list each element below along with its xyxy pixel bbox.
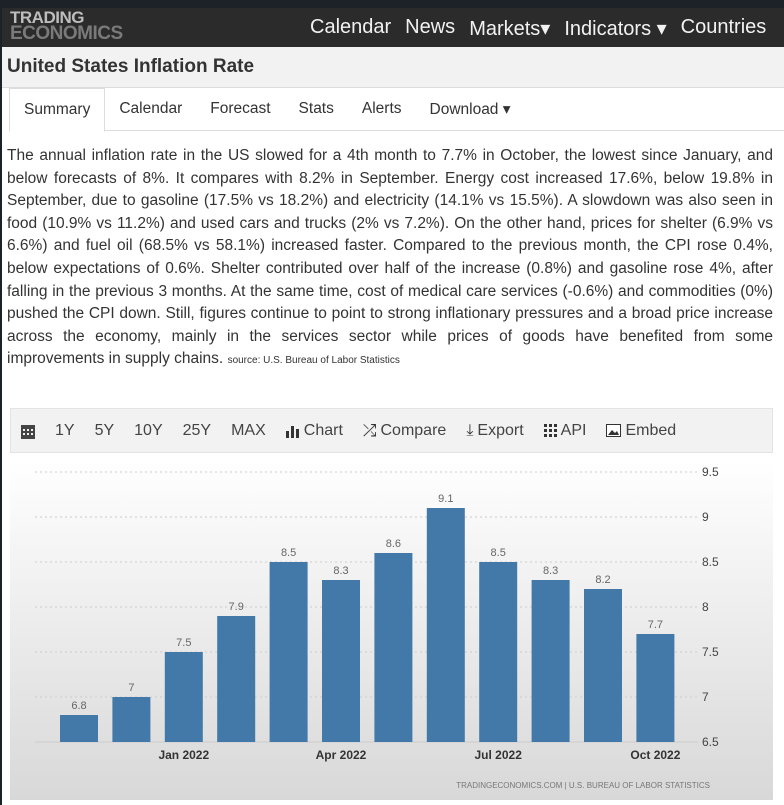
bar-value-label: 8.2 [595,574,610,586]
main-nav: Calendar News Markets▾ Indicators ▾ Coun… [310,16,766,41]
bar-chart-icon [285,425,299,438]
nav-countries[interactable]: Countries [680,16,767,38]
y-tick-label: 9 [702,510,709,524]
bar [636,634,675,742]
bar-value-label: 7.9 [229,601,244,613]
bar [531,580,570,742]
chart-svg: 6.5 7 7.5 8 8.5 9 9.5 6.8 7 7.5 7.9 8.5 8.3 8.6 9.1 8.5… [35,465,719,790]
bar [322,580,360,742]
y-tick-label: 8.5 [702,555,719,569]
summary-body: The annual inflation rate in the US slow… [7,147,773,368]
nav-markets[interactable]: Markets▾ [469,18,551,40]
chart-credit: TRADINGECONOMICS.COM | U.S. BUREAU OF LA… [456,781,710,790]
range-25y[interactable]: 25Y [182,421,212,439]
y-tick-label: 7.5 [702,645,719,659]
tabs: Summary Calendar Forecast Stats Alerts D… [9,88,784,132]
page: United States Inflation Rate Summary Cal… [2,47,784,805]
logo[interactable]: TRADING ECONOMICS [10,8,123,44]
range-5y[interactable]: 5Y [94,421,115,439]
export-label: Export [477,421,524,439]
export-button[interactable]: ⤓ Export [466,422,523,440]
bar [269,562,308,742]
bar [479,562,518,742]
chart-toolbar: 1Y 5Y 10Y 25Y MAX Chart ⤮ Compare ⤓ Export… [10,408,773,453]
bar-value-label: 7 [128,682,134,694]
y-tick-label: 7 [702,690,709,704]
bar [112,697,151,742]
tab-summary[interactable]: Summary [9,88,106,132]
inflation-chart: 6.5 7 7.5 8 8.5 9 9.5 6.8 7 7.5 7.9 8.5 8.3 8.6 9.1 8.5… [10,460,773,800]
bar [584,589,622,742]
y-tick-label: 8 [702,600,709,614]
api-button[interactable]: API [543,421,587,440]
x-tick-label: Jan 2022 [158,748,209,762]
logo-line2: ECONOMICS [10,23,123,44]
bar-value-label: 7.7 [648,619,663,631]
bar-value-label: 8.6 [386,538,401,550]
bar-value-label: 8.3 [543,565,558,577]
bar-value-label: 6.8 [71,700,86,712]
bar [60,715,98,742]
range-max[interactable]: MAX [231,421,266,439]
embed-button[interactable]: Embed [606,422,676,440]
embed-label: Embed [625,421,677,439]
chart-label: Chart [303,421,343,439]
bar [217,616,256,742]
bar-value-label: 8.5 [281,547,296,559]
range-10y[interactable]: 10Y [134,421,163,439]
shuffle-icon: ⤮ [362,420,377,440]
bar [426,508,465,742]
tab-calendar[interactable]: Calendar [119,100,183,117]
summary-text: The annual inflation rate in the US slow… [7,145,773,373]
compare-button[interactable]: ⤮ Compare [363,421,446,441]
bar [374,553,413,742]
compare-label: Compare [380,421,447,439]
page-title: United States Inflation Rate [2,47,784,88]
image-icon [606,424,622,437]
bar-value-label: 9.1 [438,493,453,505]
bar-value-label: 8.3 [333,565,348,577]
y-tick-label: 9.5 [702,465,719,479]
top-navbar: TRADING ECONOMICS Calendar News Markets▾ … [2,8,784,47]
x-tick-label: Jul 2022 [475,748,523,762]
logo-line1: TRADING [10,8,84,27]
y-tick-label: 6.5 [702,735,719,749]
chart-button[interactable]: Chart [285,421,343,440]
nav-calendar[interactable]: Calendar [310,16,392,38]
download-icon: ⤓ [466,421,474,439]
tab-forecast[interactable]: Forecast [210,100,271,117]
bar-value-label: 7.5 [176,637,191,649]
grid-icon [543,424,557,437]
x-tick-label: Apr 2022 [316,748,367,762]
nav-news[interactable]: News [405,16,456,38]
nav-indicators[interactable]: Indicators ▾ [564,18,667,40]
tab-download[interactable]: Download ▾ [429,101,511,118]
x-tick-label: Oct 2022 [630,748,680,762]
calendar-icon[interactable] [21,423,35,439]
bar [164,652,203,742]
tab-alerts[interactable]: Alerts [361,100,402,117]
source-link[interactable]: source: U.S. Bureau of Labor Statistics [227,355,400,367]
api-label: API [560,421,587,439]
range-1y[interactable]: 1Y [55,421,75,439]
bar-value-label: 8.5 [491,547,506,559]
tab-stats[interactable]: Stats [298,100,334,117]
